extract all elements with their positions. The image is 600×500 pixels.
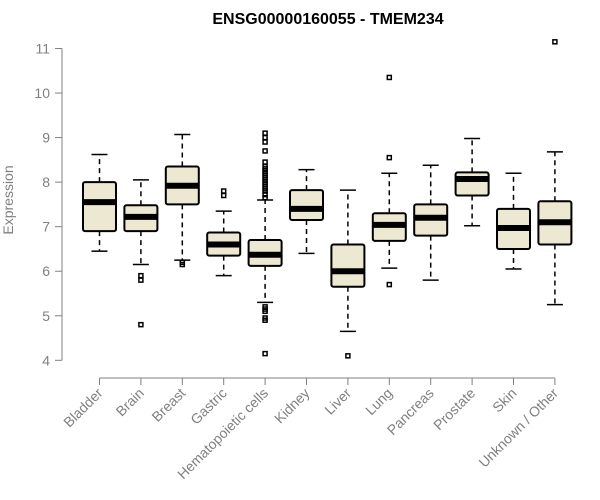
x-tick-label: Liver [321,385,354,418]
box-group [206,188,242,277]
outlier-point [262,194,268,201]
box-group [371,74,407,288]
y-tick-label: 11 [35,41,50,57]
x-tick-label: Prostate [430,385,478,433]
y-tick-label: 4 [42,352,50,368]
outlier-point [262,134,268,141]
y-axis-title: Expression [0,165,16,234]
outlier-point [345,353,351,359]
box-group [537,39,573,306]
x-tick-label: Unknown / Other [475,385,561,471]
box [454,171,490,197]
outlier-point [262,159,268,165]
x-tick-label: Bladder [60,385,106,431]
y-tick-label: 5 [42,308,50,324]
outlier-point [179,261,186,268]
outlier-point [262,350,268,357]
outlier-point [386,154,393,161]
outlier-point [262,308,268,315]
plot-area [82,39,573,359]
box-group [454,137,490,227]
x-tick-label: Lung [362,385,395,418]
y-tick-label: 10 [34,85,50,101]
outlier-point [138,272,144,279]
box-group [123,179,159,328]
outlier-point [138,277,144,283]
outlier-point [220,188,227,194]
outlier-point [220,192,227,199]
y-tick-label: 9 [42,130,50,146]
y-tick-label: 7 [42,219,50,235]
outlier-point [262,317,268,323]
outlier-point [262,139,268,145]
x-tick-label: Brain [113,385,147,419]
outlier-point [262,130,268,136]
x-tick-label: Skin [489,385,520,416]
chart-title: ENSG00000160055 - TMEM234 [212,11,443,28]
box-group [247,130,283,357]
box-group [413,164,449,281]
box-group [164,133,200,268]
y-tick-label: 6 [42,263,50,279]
outlier-point [386,74,393,81]
x-tick-label: Kidney [271,385,313,427]
box [82,181,117,233]
y-tick-label: 8 [42,174,50,190]
box [330,243,366,288]
outlier-point [262,148,268,154]
box-group [82,153,117,252]
x-tick-label: Breast [148,385,188,425]
outlier-point [552,39,558,45]
box-group [289,168,324,255]
outlier-point [386,281,393,288]
outlier-point [138,321,144,328]
box-group [496,172,531,270]
box [289,189,324,221]
y-axis: 4 5 6 7 8 9 10 11 [34,41,63,368]
box-group [330,189,366,359]
